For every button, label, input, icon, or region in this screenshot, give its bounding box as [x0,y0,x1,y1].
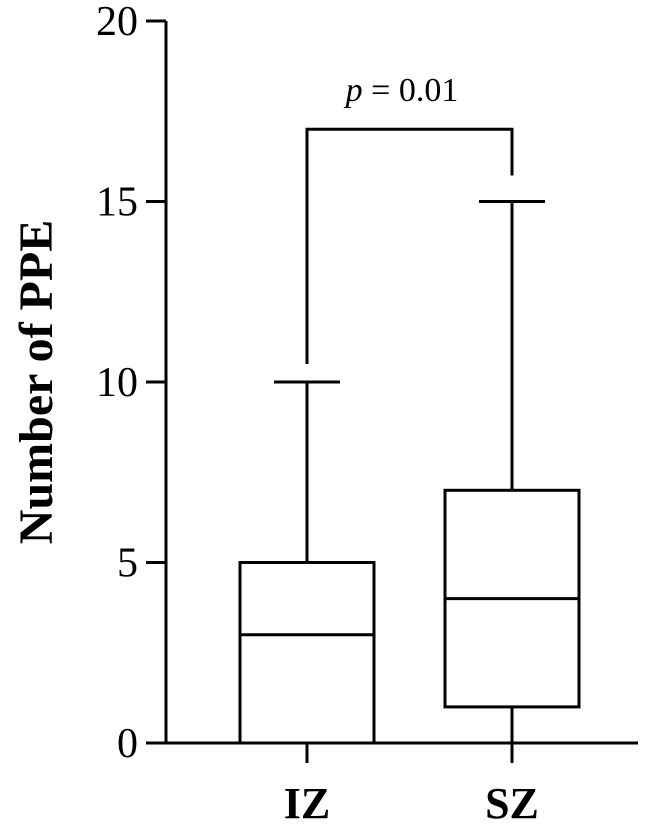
y-axis-ticks: 0 5 10 15 20 [96,0,166,767]
x-axis-ticks: IZ SZ [284,743,539,828]
y-tick-label-0: 0 [117,721,138,767]
significance-annotation: p = 0.01 [305,72,514,364]
boxes-group [238,200,581,745]
y-axis-title: Number of PPE [10,220,63,544]
y-tick-label-10: 10 [96,360,138,406]
y-tick-label-5: 5 [117,541,138,587]
box-iz [238,561,376,745]
y-tick-label-20: 20 [96,0,138,45]
p-value-label: p = 0.01 [344,72,459,109]
y-tick-label-15: 15 [96,180,138,226]
x-tick-label-iz: IZ [284,779,330,828]
significance-bracket [305,127,514,364]
x-tick-label-sz: SZ [485,779,539,828]
